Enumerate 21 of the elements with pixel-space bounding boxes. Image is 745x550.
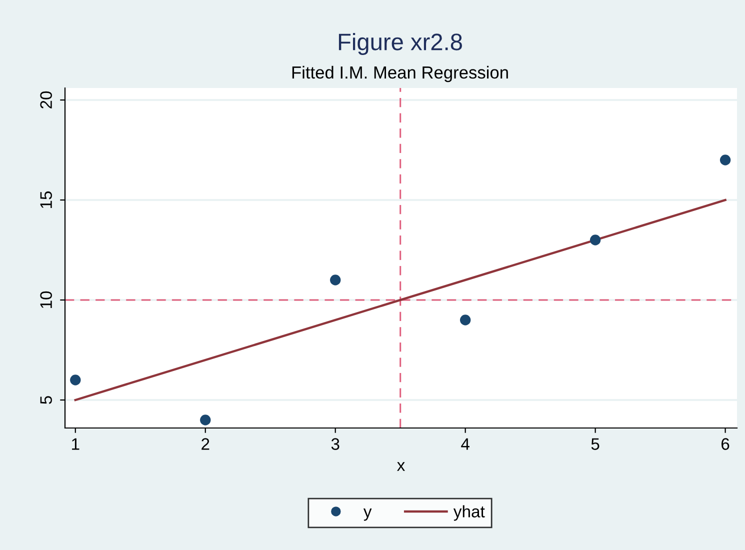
chart-subtitle: Fitted I.M. Mean Regression — [292, 66, 508, 82]
y-tick-label: 10 — [40, 291, 52, 308]
x-axis-title: x — [397, 462, 405, 471]
point — [70, 374, 81, 386]
y-tick-label: 5 — [40, 396, 52, 404]
point — [200, 414, 211, 426]
x-tick-label: 5 — [591, 438, 600, 450]
x-tick-label: 4 — [461, 438, 470, 450]
y-tick-label: 20 — [40, 91, 52, 108]
x-tick-label: 2 — [202, 438, 210, 450]
y-tick-label: 15 — [40, 191, 52, 208]
chart-title: Figure xr2.8 — [338, 32, 462, 56]
x-tick-label: 6 — [722, 438, 730, 450]
point — [330, 274, 341, 286]
legend-label: yhat — [453, 505, 485, 521]
point — [720, 154, 731, 166]
x-tick-label: 1 — [72, 438, 80, 450]
legend-label: y — [363, 508, 372, 521]
x-tick-label: 3 — [331, 438, 340, 450]
point — [590, 234, 601, 246]
point — [460, 314, 471, 326]
